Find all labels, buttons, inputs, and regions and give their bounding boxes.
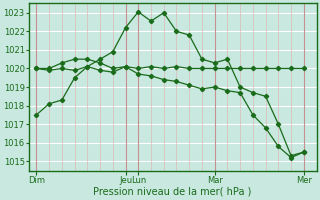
X-axis label: Pression niveau de la mer( hPa ): Pression niveau de la mer( hPa ) (93, 187, 252, 197)
